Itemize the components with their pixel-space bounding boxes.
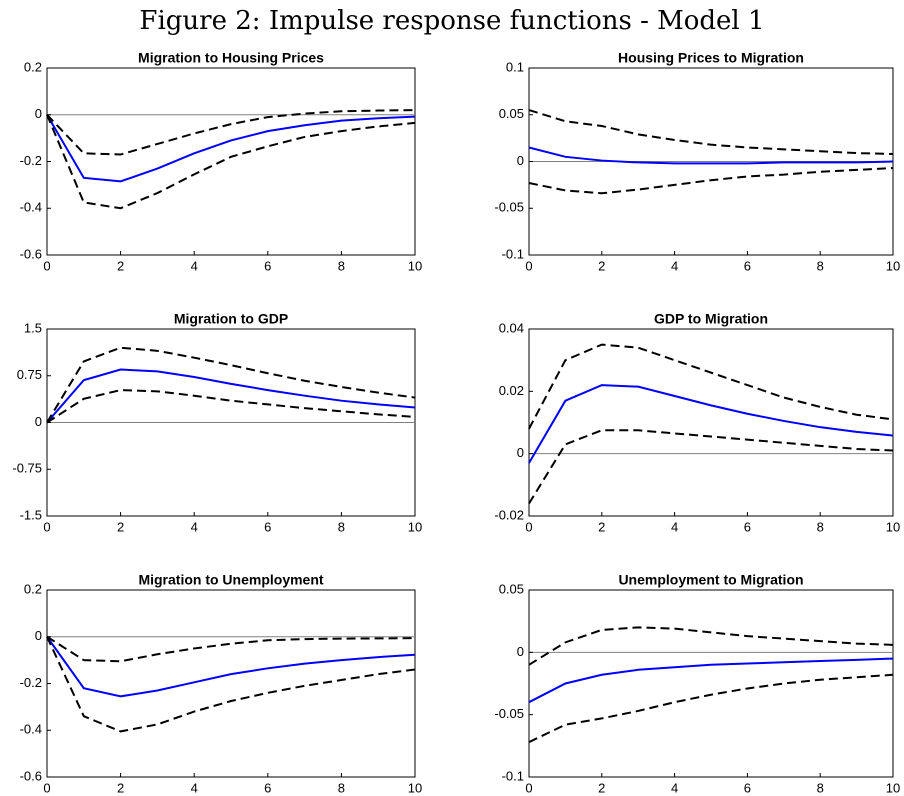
irf-line	[528, 673, 894, 743]
subplot-title: GDP to Migration	[654, 311, 768, 327]
x-tick-label: 0	[525, 519, 532, 534]
irf-line	[528, 167, 894, 195]
x-tick-label: 6	[264, 258, 271, 273]
plot-frame	[46, 67, 416, 256]
y-tick-label: -0.1	[502, 768, 524, 783]
x-tick-label: 6	[744, 258, 751, 273]
y-tick-label: -0.05	[494, 200, 524, 215]
x-tick-label: 0	[43, 258, 50, 273]
x-tick-label: 10	[886, 780, 900, 795]
subplot-title: Housing Prices to Migration	[618, 50, 804, 66]
x-tick-label: 0	[43, 519, 50, 534]
irf-line	[46, 636, 416, 698]
irf-line	[46, 389, 416, 424]
x-tick-label: 0	[43, 780, 50, 795]
x-tick-label: 10	[408, 258, 422, 273]
irf-line	[46, 636, 416, 733]
y-tick-label: 1.5	[24, 320, 42, 335]
y-tick-label: -0.05	[494, 706, 524, 721]
x-tick-label: 0	[525, 258, 532, 273]
irf-line	[46, 114, 416, 183]
irf-line	[528, 429, 894, 505]
y-tick-label: 0.05	[499, 106, 524, 121]
plot-frame	[46, 589, 416, 778]
irf-line	[46, 346, 416, 424]
y-tick-label: 0	[35, 628, 42, 643]
x-tick-label: 8	[338, 780, 345, 795]
irf-line	[46, 114, 416, 210]
y-tick-label: 0	[517, 644, 524, 659]
y-tick-label: 0.75	[17, 367, 42, 382]
y-tick-label: 0.1	[506, 59, 524, 74]
x-tick-label: 2	[598, 780, 605, 795]
x-tick-label: 2	[117, 258, 124, 273]
x-tick-label: 10	[886, 519, 900, 534]
x-tick-label: 6	[744, 519, 751, 534]
y-tick-label: -0.2	[20, 675, 42, 690]
x-tick-label: 8	[817, 780, 824, 795]
x-tick-label: 8	[338, 258, 345, 273]
irf-line	[46, 368, 416, 424]
x-tick-label: 4	[671, 519, 678, 534]
irf-line	[46, 635, 416, 663]
irf-line	[528, 146, 894, 165]
y-tick-label: 0.02	[499, 383, 524, 398]
x-tick-label: 2	[117, 519, 124, 534]
x-tick-label: 6	[264, 780, 271, 795]
x-tick-label: 8	[817, 519, 824, 534]
subplot-title: Migration to Unemployment	[138, 572, 323, 588]
subplot-title: Migration to Housing Prices	[138, 50, 324, 66]
y-tick-label: 0.04	[499, 320, 524, 335]
y-tick-label: 0	[517, 153, 524, 168]
y-tick-label: -0.75	[12, 461, 42, 476]
x-tick-label: 10	[408, 780, 422, 795]
irf-line	[46, 109, 416, 156]
x-tick-label: 6	[264, 519, 271, 534]
y-tick-label: -0.6	[20, 768, 42, 783]
plot-frame	[528, 589, 894, 778]
x-tick-label: 2	[598, 258, 605, 273]
y-tick-label: -0.02	[494, 507, 524, 522]
y-tick-label: 0	[517, 445, 524, 460]
plot-frame	[528, 328, 894, 517]
y-tick-label: -0.2	[20, 153, 42, 168]
y-tick-label: 0	[35, 414, 42, 429]
subplot-title: Unemployment to Migration	[618, 572, 803, 588]
irf-line	[528, 384, 894, 464]
x-tick-label: 10	[408, 519, 422, 534]
x-tick-label: 4	[191, 519, 198, 534]
y-tick-label: 0.05	[499, 581, 524, 596]
y-tick-label: -0.4	[20, 722, 42, 737]
y-tick-label: -0.1	[502, 246, 524, 261]
x-tick-label: 6	[744, 780, 751, 795]
x-tick-label: 8	[817, 258, 824, 273]
x-tick-label: 8	[338, 519, 345, 534]
subplot-title: Migration to GDP	[174, 311, 288, 327]
x-tick-label: 10	[886, 258, 900, 273]
x-tick-label: 4	[671, 780, 678, 795]
irf-line	[528, 626, 894, 666]
y-tick-label: 0.2	[24, 59, 42, 74]
irf-line	[528, 657, 894, 704]
y-tick-label: -1.5	[20, 507, 42, 522]
y-tick-label: -0.4	[20, 200, 42, 215]
x-tick-label: 0	[525, 780, 532, 795]
x-tick-label: 4	[671, 258, 678, 273]
y-tick-label: -0.6	[20, 246, 42, 261]
figure-title: Figure 2: Impulse response functions - M…	[139, 6, 764, 36]
x-tick-label: 2	[598, 519, 605, 534]
y-tick-label: 0.2	[24, 581, 42, 596]
x-tick-label: 4	[191, 780, 198, 795]
irf-line	[528, 109, 894, 156]
y-tick-label: 0	[35, 106, 42, 121]
x-tick-label: 4	[191, 258, 198, 273]
x-tick-label: 2	[117, 780, 124, 795]
irf-line	[528, 343, 894, 430]
